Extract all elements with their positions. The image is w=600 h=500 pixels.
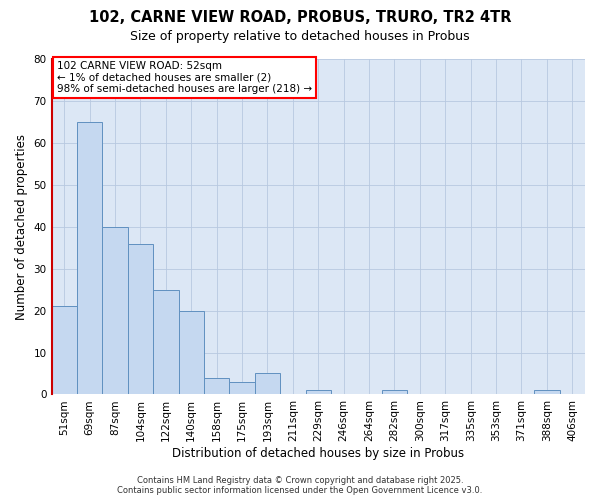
Bar	[153, 290, 179, 395]
Text: Contains HM Land Registry data © Crown copyright and database right 2025.
Contai: Contains HM Land Registry data © Crown c…	[118, 476, 482, 495]
Bar	[204, 378, 229, 394]
Bar	[128, 244, 153, 394]
Bar	[52, 306, 77, 394]
Bar	[103, 226, 128, 394]
Bar	[77, 122, 103, 394]
Text: Size of property relative to detached houses in Probus: Size of property relative to detached ho…	[130, 30, 470, 43]
Y-axis label: Number of detached properties: Number of detached properties	[15, 134, 28, 320]
Bar	[179, 310, 204, 394]
Bar	[229, 382, 255, 394]
Text: 102 CARNE VIEW ROAD: 52sqm
← 1% of detached houses are smaller (2)
98% of semi-d: 102 CARNE VIEW ROAD: 52sqm ← 1% of detac…	[57, 60, 312, 94]
X-axis label: Distribution of detached houses by size in Probus: Distribution of detached houses by size …	[172, 447, 464, 460]
Bar	[534, 390, 560, 394]
Text: 102, CARNE VIEW ROAD, PROBUS, TRURO, TR2 4TR: 102, CARNE VIEW ROAD, PROBUS, TRURO, TR2…	[89, 10, 511, 25]
Bar	[382, 390, 407, 394]
Bar	[305, 390, 331, 394]
Bar	[255, 374, 280, 394]
